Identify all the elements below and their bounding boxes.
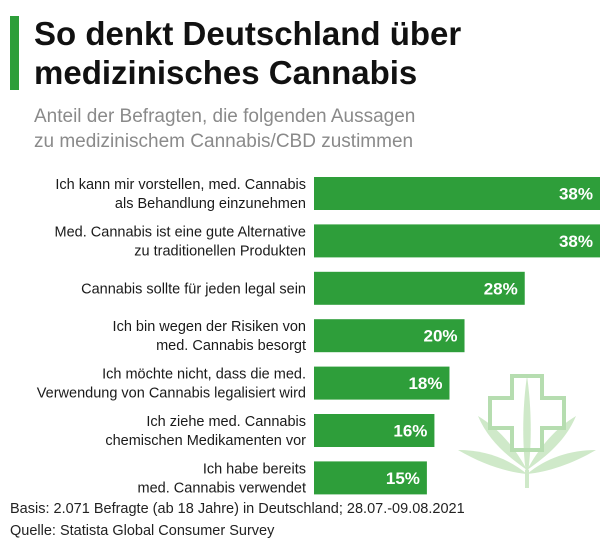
category-label-line: Ich ziehe med. Cannabis xyxy=(146,414,306,430)
category-label-line: Ich möchte nicht, dass die med. xyxy=(102,367,306,383)
bar-7 xyxy=(314,461,427,495)
category-label-line: chemischen Medikamenten vor xyxy=(105,433,306,449)
category-label-4: Ich bin wegen der Risiken von med. Cannab… xyxy=(113,319,306,354)
title-accent-bar xyxy=(10,16,19,90)
bar-5 xyxy=(314,366,450,400)
category-label-5: Ich möchte nicht, dass die med. Verwendun… xyxy=(37,367,306,402)
category-label-6: Ich ziehe med. Cannabis chemischen Medika… xyxy=(105,414,306,449)
category-label-line: Ich kann mir vorstellen, med. Cannabis xyxy=(55,177,306,193)
bar-value-label-1: 38% xyxy=(559,185,593,204)
bar-3 xyxy=(314,271,525,305)
chart-subtitle: Anteil der Befragten, die folgenden Auss… xyxy=(34,104,594,154)
bar-4 xyxy=(314,319,465,353)
chart-title: So denkt Deutschland über medizinisches … xyxy=(34,14,594,92)
category-label-line: als Behandlung einzunehmen xyxy=(115,196,306,212)
chart-subtitle-line-1: Anteil der Befragten, die folgenden Auss… xyxy=(34,106,416,127)
bar-value-label-7: 15% xyxy=(386,469,420,488)
category-label-line: zu traditionellen Produkten xyxy=(134,243,306,259)
bar-2 xyxy=(314,224,600,258)
bar-value-label-6: 16% xyxy=(393,422,427,441)
footer-source: Quelle: Statista Global Consumer Survey xyxy=(10,523,275,539)
bar-6 xyxy=(314,414,435,447)
category-label-1: Ich kann mir vorstellen, med. Cannabis al… xyxy=(55,177,306,212)
category-label-line: Cannabis sollte für jeden legal sein xyxy=(81,281,306,297)
category-label-line: med. Cannabis besorgt xyxy=(156,338,306,354)
chart-title-line-2: medizinisches Cannabis xyxy=(34,54,418,91)
category-label-line: Ich habe bereits xyxy=(203,461,306,477)
category-label-7: Ich habe bereits med. Cannabis verwendet xyxy=(138,461,306,496)
category-label-line: Med. Cannabis ist eine gute Alternative xyxy=(55,224,306,240)
category-label-line: med. Cannabis verwendet xyxy=(138,480,306,496)
bar-value-label-3: 28% xyxy=(484,279,518,298)
chart-footer: Basis: 2.071 Befragte (ab 18 Jahre) in D… xyxy=(10,498,600,542)
category-label-line: Verwendung von Cannabis legalisiert wird xyxy=(37,386,306,402)
bar-value-label-2: 38% xyxy=(559,232,593,251)
category-label-2: Med. Cannabis ist eine gute Alternative z… xyxy=(55,224,306,259)
chart-subtitle-line-2: zu medizinischem Cannabis/CBD zustimmen xyxy=(34,131,414,152)
bar-value-label-5: 18% xyxy=(408,374,442,393)
footer-basis: Basis: 2.071 Befragte (ab 18 Jahre) in D… xyxy=(10,501,465,517)
bar-1 xyxy=(314,177,600,210)
chart-title-line-1: So denkt Deutschland über xyxy=(34,15,462,52)
bar-value-label-4: 20% xyxy=(423,327,457,346)
category-label-line: Ich bin wegen der Risiken von xyxy=(113,319,306,335)
cannabis-cross-icon xyxy=(458,374,596,488)
category-label-3: Cannabis sollte für jeden legal sein xyxy=(81,281,306,297)
